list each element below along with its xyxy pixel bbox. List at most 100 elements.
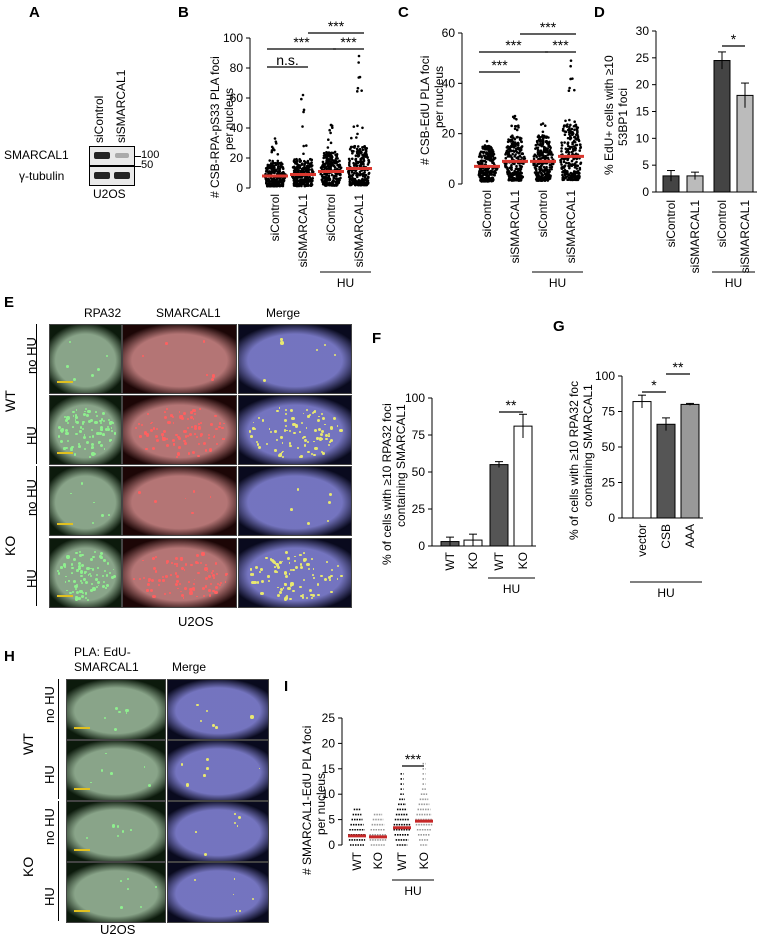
focus-spot <box>161 435 164 438</box>
focus-spot <box>209 582 212 585</box>
focus-spot <box>249 572 253 576</box>
group-label: HU <box>725 276 742 290</box>
focus-spot <box>95 578 98 581</box>
data-point <box>518 136 522 140</box>
focus-spot <box>162 576 165 579</box>
focus-spot <box>119 879 122 882</box>
focus-spot <box>273 430 277 433</box>
data-point <box>328 128 331 132</box>
focus-spot <box>111 576 115 580</box>
focus-spot <box>138 490 142 494</box>
data-point <box>489 170 493 174</box>
mw-marker-100: 100 <box>141 149 160 161</box>
data-point <box>293 184 296 187</box>
focus-spot <box>223 438 225 441</box>
panel-b-ylabel-line1: # CSB-RPA-pS33 PLA foci <box>208 56 222 198</box>
data-point <box>354 154 358 158</box>
data-point <box>546 153 549 157</box>
panel-h-label: H <box>4 648 15 665</box>
data-point <box>351 180 354 183</box>
data-point <box>572 145 576 148</box>
focus-spot <box>294 566 298 570</box>
group-label: HU <box>549 276 566 290</box>
focus-spot <box>284 551 287 554</box>
data-point <box>356 86 360 90</box>
data-point <box>310 158 314 162</box>
data-point <box>511 152 514 156</box>
focus-spot <box>197 455 200 458</box>
focus-spot <box>75 552 78 555</box>
data-point <box>485 174 489 178</box>
focus-spot <box>234 822 237 825</box>
data-point <box>578 143 582 146</box>
focus-spot <box>163 429 167 434</box>
data-point <box>536 148 540 152</box>
focus-spot <box>267 575 270 578</box>
focus-spot <box>276 571 278 574</box>
data-point <box>363 178 366 181</box>
focus-spot <box>297 488 300 491</box>
data-point <box>568 177 572 180</box>
data-point <box>483 171 486 175</box>
data-point <box>561 173 564 177</box>
data-point <box>509 135 513 139</box>
panel-h-row-label: HU <box>42 765 57 784</box>
focus-spot <box>214 414 217 417</box>
focus-spot <box>97 440 101 444</box>
data-point <box>541 139 545 143</box>
data-point <box>358 181 361 184</box>
focus-spot <box>178 411 181 414</box>
focus-spot <box>196 703 199 706</box>
focus-spot <box>75 409 78 411</box>
data-point <box>328 181 332 185</box>
data-point <box>323 175 327 179</box>
focus-spot <box>189 563 193 567</box>
focus-spot <box>184 434 188 438</box>
data-point <box>334 174 337 177</box>
data-point <box>579 145 583 149</box>
focus-spot <box>109 420 113 425</box>
data-point <box>300 170 303 173</box>
focus-spot <box>211 724 215 728</box>
red-micrograph <box>122 324 237 394</box>
data-point <box>534 164 538 168</box>
bar <box>736 94 754 193</box>
focus-spot <box>284 409 287 412</box>
focus-spot <box>221 437 224 440</box>
data-point <box>352 164 356 167</box>
data-point <box>334 183 338 186</box>
data-point <box>564 157 567 160</box>
data-point <box>542 165 546 169</box>
x-category-label: siSMARCAL1 <box>564 190 578 264</box>
focus-spot <box>179 415 183 419</box>
row-group-divider <box>58 801 59 921</box>
focus-spot <box>208 448 213 452</box>
focus-spot <box>331 569 334 572</box>
data-point <box>561 127 565 131</box>
data-point <box>540 172 543 176</box>
data-point <box>538 140 542 143</box>
focus-spot <box>72 425 74 428</box>
panel-i-label: I <box>284 678 289 695</box>
focus-spot <box>207 433 211 437</box>
focus-spot <box>181 567 184 570</box>
data-point <box>539 157 542 161</box>
focus-spot <box>270 430 273 433</box>
focus-spot <box>312 573 315 576</box>
focus-spot <box>283 597 288 601</box>
scale-bar <box>74 849 90 851</box>
data-point <box>355 172 358 175</box>
focus-spot <box>251 573 255 576</box>
focus-spot <box>99 432 102 435</box>
panel-h-row-label: no HU <box>42 808 57 845</box>
focus-spot <box>155 439 159 443</box>
focus-spot <box>237 816 242 820</box>
data-point <box>566 147 570 151</box>
data-point <box>550 167 553 171</box>
focus-spot <box>292 422 296 427</box>
focus-spot <box>164 342 168 345</box>
focus-spot <box>328 434 330 437</box>
focus-spot <box>154 556 158 559</box>
focus-spot <box>301 422 304 425</box>
data-point <box>322 181 325 185</box>
